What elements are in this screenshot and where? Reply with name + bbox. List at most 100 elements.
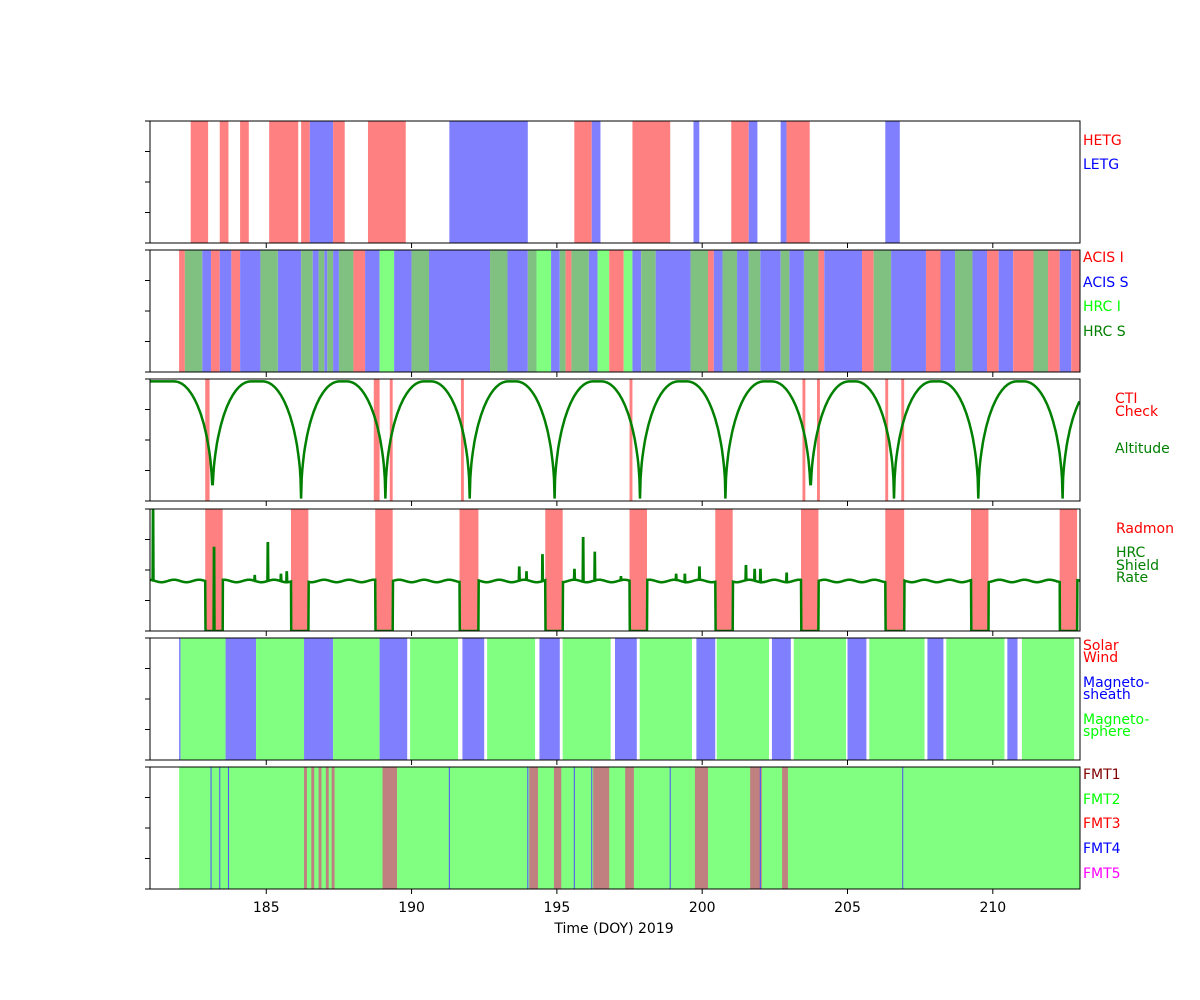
interval-red — [211, 250, 220, 372]
interval-brown — [318, 767, 322, 889]
interval-red — [231, 250, 241, 372]
x-axis: 185 190 195 200 205 210 — [253, 900, 1006, 916]
interval-red — [1013, 250, 1034, 372]
interval-darkgreen — [490, 250, 508, 372]
interval-red — [708, 250, 714, 372]
interval-blue — [179, 638, 181, 760]
interval-brown — [325, 767, 329, 889]
interval-red — [629, 509, 647, 631]
x-tick-label: 210 — [979, 900, 1006, 916]
interval-lightgreen — [1021, 638, 1075, 760]
legend-label: FMT4 — [1083, 841, 1121, 857]
interval-lightgreen — [869, 638, 925, 760]
interval-red — [885, 509, 905, 631]
interval-brown — [331, 767, 335, 889]
panel-grating: HETG LETG — [145, 120, 1122, 248]
interval-blue — [998, 250, 1014, 372]
legend-label: Shield — [1116, 558, 1159, 574]
interval-red — [1048, 250, 1060, 372]
interval-blue — [760, 250, 781, 372]
legend-label: sheath — [1083, 687, 1131, 703]
altitude-series — [150, 380, 1080, 499]
legend-label: Magneto- — [1083, 675, 1149, 691]
interval-blue — [309, 121, 334, 243]
legend-label: Wind — [1083, 650, 1118, 666]
legend-label: CTI — [1115, 391, 1137, 407]
panel-plot-area — [150, 379, 1080, 501]
interval-red — [731, 121, 749, 243]
legend-label: FMT2 — [1083, 792, 1121, 808]
x-tick-label: 190 — [398, 900, 425, 916]
interval-red — [333, 121, 345, 243]
interval-brown — [694, 767, 708, 889]
interval-red — [574, 121, 592, 243]
interval-lightgreen — [793, 638, 847, 760]
interval-brown — [593, 767, 610, 889]
interval-darkgreen — [338, 250, 354, 372]
interval-brown — [553, 767, 562, 889]
interval-red — [987, 250, 999, 372]
interval-red — [629, 379, 633, 501]
interval-red — [801, 509, 819, 631]
interval-blue — [1059, 250, 1072, 372]
interval-lightgreen — [597, 250, 610, 372]
interval-blue — [312, 250, 319, 372]
panel-plot-area — [179, 767, 1080, 889]
interval-blue — [891, 250, 926, 372]
interval-blue — [940, 250, 956, 372]
interval-blue — [632, 250, 642, 372]
legend-label: Magneto- — [1083, 712, 1149, 728]
interval-darkgreen — [748, 250, 761, 372]
interval-blue — [277, 250, 302, 372]
interval-red — [565, 250, 572, 372]
legend-label: Altitude — [1115, 441, 1170, 457]
interval-blue — [693, 121, 700, 243]
interval-lightgreen — [639, 638, 693, 760]
interval-blue — [324, 250, 328, 372]
legend-label: Radmon — [1116, 521, 1174, 537]
interval-blue — [748, 121, 758, 243]
interval-red — [802, 379, 806, 501]
interval-blue — [885, 121, 900, 243]
interval-lightgreen — [180, 638, 226, 760]
interval-brown — [750, 767, 762, 889]
interval-darkgreen — [780, 250, 790, 372]
legend-label: ACIS S — [1083, 275, 1129, 291]
interval-blue — [551, 250, 560, 372]
interval-brown — [625, 767, 634, 889]
panel-plot-area — [190, 121, 900, 243]
interval-red — [460, 379, 464, 501]
interval-red — [353, 250, 366, 372]
shield-rate-series — [150, 509, 1080, 631]
interval-red — [269, 121, 299, 243]
interval-blue — [824, 250, 863, 372]
interval-red — [219, 121, 229, 243]
interval-blue — [449, 121, 528, 243]
interval-darkgreen — [260, 250, 278, 372]
interval-lightgreen — [716, 638, 770, 760]
interval-lightgreen — [946, 638, 1005, 760]
interval-red — [240, 121, 249, 243]
interval-blue — [1007, 638, 1018, 760]
legend-label: HETG — [1083, 133, 1122, 149]
interval-red — [290, 509, 309, 631]
interval-blue — [713, 250, 723, 372]
panel-instrument: ACIS I ACIS S HRC I HRC S — [145, 249, 1129, 377]
interval-blue — [304, 638, 334, 760]
interval-blue — [240, 250, 261, 372]
interval-lightgreen — [333, 638, 380, 760]
interval-red — [190, 121, 209, 243]
interval-blue — [737, 250, 749, 372]
interval-blue — [429, 250, 491, 372]
interval-blue — [789, 250, 804, 372]
panel-format: FMT1 FMT2 FMT3 FMT4 FMT5 — [145, 766, 1121, 894]
legend-label: HRC — [1116, 545, 1146, 561]
interval-red — [609, 250, 624, 372]
interval-red — [179, 250, 185, 372]
legend-label: Rate — [1116, 570, 1148, 586]
interval-darkgreen — [527, 250, 537, 372]
